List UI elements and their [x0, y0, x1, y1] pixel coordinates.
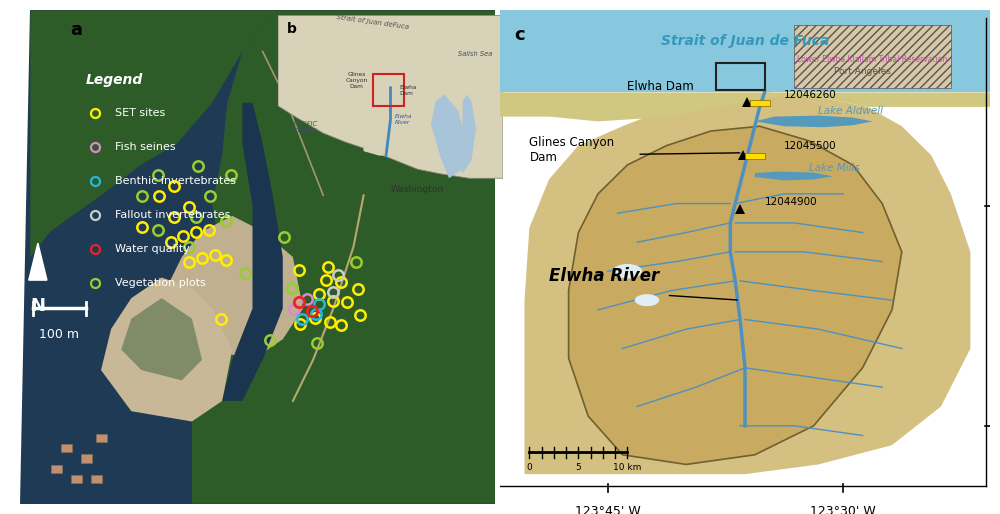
Text: 10 km: 10 km — [613, 463, 642, 472]
Bar — [91, 475, 102, 483]
Polygon shape — [524, 93, 970, 474]
Text: Elwha Dam: Elwha Dam — [627, 81, 694, 94]
Text: Salish Sea: Salish Sea — [458, 51, 492, 57]
Polygon shape — [755, 172, 833, 180]
Polygon shape — [192, 10, 495, 504]
Ellipse shape — [613, 264, 642, 279]
Polygon shape — [101, 278, 232, 421]
Polygon shape — [431, 95, 467, 178]
Text: b: b — [287, 22, 297, 36]
Text: Strait of Juan deFuca: Strait of Juan deFuca — [336, 14, 409, 30]
Text: Fish seines: Fish seines — [115, 142, 176, 152]
Text: N: N — [30, 297, 45, 315]
Text: 123°30' W: 123°30' W — [810, 505, 876, 514]
Text: a: a — [71, 21, 83, 39]
Text: 5: 5 — [576, 463, 581, 472]
Polygon shape — [500, 10, 990, 93]
Text: 12046260: 12046260 — [784, 90, 837, 100]
Text: 123°45' W: 123°45' W — [575, 505, 641, 514]
Polygon shape — [20, 10, 495, 504]
Text: Water quality: Water quality — [115, 244, 190, 254]
Bar — [61, 444, 72, 452]
Bar — [71, 475, 82, 483]
Text: Port Angeles: Port Angeles — [834, 67, 891, 76]
Text: Lake Mills: Lake Mills — [809, 163, 859, 173]
Text: Elwha
Dam: Elwha Dam — [400, 85, 417, 96]
Text: Glines Canyon
Dam: Glines Canyon Dam — [529, 136, 615, 164]
Polygon shape — [755, 116, 872, 127]
Polygon shape — [167, 216, 303, 360]
Text: SET sites: SET sites — [115, 108, 165, 118]
Text: Elwha River: Elwha River — [549, 267, 659, 285]
Bar — [372, 74, 404, 106]
Text: PACIFIC
OCEAN: PACIFIC OCEAN — [292, 121, 318, 134]
Text: Elwha
River: Elwha River — [395, 114, 413, 125]
Text: 100 m: 100 m — [39, 328, 79, 341]
Text: Benthic invertebrates: Benthic invertebrates — [115, 176, 236, 186]
Bar — [716, 63, 765, 90]
Polygon shape — [569, 126, 902, 465]
Text: Vegetation plots: Vegetation plots — [115, 278, 206, 288]
Text: Lower Elwha Klallam Tribal Reservation: Lower Elwha Klallam Tribal Reservation — [797, 55, 948, 64]
Text: 12045500: 12045500 — [784, 141, 837, 152]
Polygon shape — [121, 298, 202, 380]
Polygon shape — [278, 15, 503, 178]
Bar — [96, 434, 107, 442]
Polygon shape — [794, 25, 951, 87]
Text: Lake Aldwell: Lake Aldwell — [818, 106, 884, 116]
Polygon shape — [500, 93, 990, 121]
Text: c: c — [515, 26, 525, 44]
Polygon shape — [30, 10, 278, 257]
Bar — [50, 465, 62, 473]
Bar — [81, 454, 92, 463]
Text: 0: 0 — [527, 463, 532, 472]
Ellipse shape — [635, 294, 659, 306]
Text: Glines
Canyon
Dam: Glines Canyon Dam — [346, 72, 368, 89]
Text: 12044900: 12044900 — [765, 197, 817, 208]
Polygon shape — [29, 243, 47, 280]
Polygon shape — [458, 95, 476, 174]
Polygon shape — [222, 103, 283, 401]
Text: Strait of Juan de Fuca: Strait of Juan de Fuca — [661, 34, 829, 48]
Text: Legend: Legend — [86, 74, 143, 87]
FancyArrow shape — [750, 100, 770, 106]
Polygon shape — [364, 124, 418, 156]
FancyArrow shape — [745, 153, 765, 159]
Text: Washington: Washington — [391, 185, 444, 194]
Text: Fallout invertebrates: Fallout invertebrates — [115, 210, 231, 220]
